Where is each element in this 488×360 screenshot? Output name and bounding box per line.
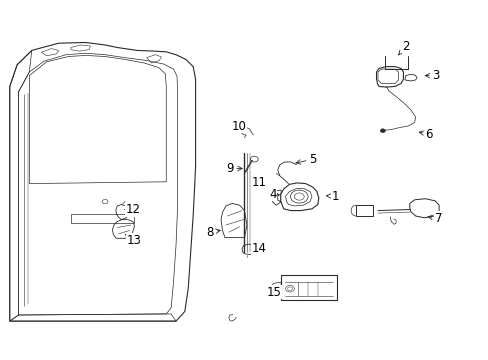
Text: 6: 6 (418, 128, 432, 141)
Circle shape (380, 129, 385, 132)
Bar (71, 214, 134, 223)
Text: 14: 14 (250, 242, 266, 255)
Text: 9: 9 (225, 162, 242, 175)
Text: 4: 4 (268, 188, 278, 201)
Text: 2: 2 (398, 40, 409, 55)
Text: 11: 11 (251, 176, 266, 189)
Text: 15: 15 (266, 286, 281, 299)
Text: 7: 7 (427, 212, 442, 225)
Text: 12: 12 (124, 203, 140, 216)
Text: 8: 8 (206, 226, 220, 239)
Text: 1: 1 (326, 190, 338, 203)
Text: 13: 13 (125, 234, 142, 247)
Bar (281, 275, 337, 300)
Text: 3: 3 (425, 69, 439, 82)
Text: 5: 5 (295, 153, 316, 166)
Text: 10: 10 (231, 120, 246, 132)
